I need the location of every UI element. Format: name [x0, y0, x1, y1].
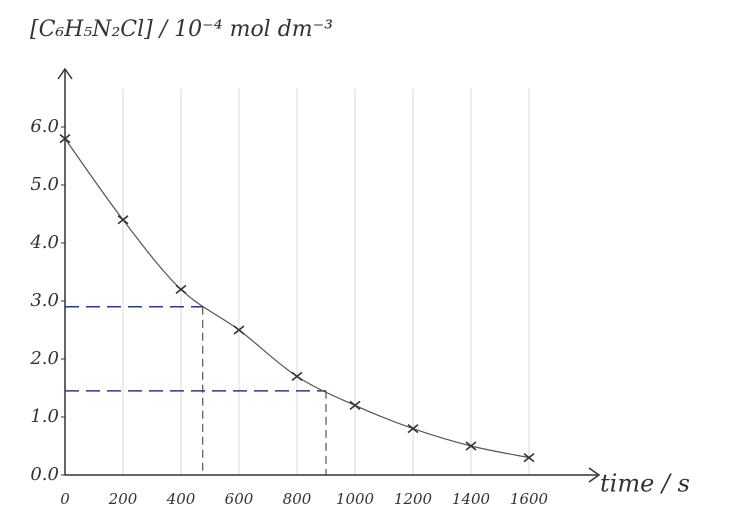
- y-tick-label: 2.0: [29, 348, 59, 369]
- x-tick-label: 0: [60, 490, 70, 508]
- x-tick-label: 1400: [452, 490, 491, 508]
- x-tick-label: 800: [283, 490, 312, 508]
- y-tick-label: 3.0: [30, 290, 59, 311]
- y-tick-label: 5.0: [30, 174, 59, 195]
- chart: [C₆H₅N₂Cl] / 10⁻⁴ mol dm⁻³ time / s 0 200…: [0, 0, 737, 513]
- y-tick-label: 6.0: [30, 116, 59, 137]
- x-tick-label: 1000: [336, 490, 375, 508]
- x-tick-label: 200: [108, 490, 138, 508]
- y-axis-label: [C₆H₅N₂Cl] / 10⁻⁴ mol dm⁻³: [30, 17, 333, 42]
- x-tick-label: 600: [225, 490, 254, 508]
- x-axis-label: time / s: [600, 470, 690, 498]
- y-tick-label: 0.0: [30, 464, 59, 485]
- x-tick-label: 1200: [394, 490, 433, 508]
- y-tick-label: 4.0: [29, 232, 59, 253]
- x-tick-label: 400: [166, 490, 196, 508]
- x-tick-label: 1600: [510, 490, 549, 508]
- page: [C₆H₅N₂Cl] / 10⁻⁴ mol dm⁻³ time / s 0 200…: [0, 0, 737, 513]
- y-tick-label: 1.0: [30, 406, 59, 427]
